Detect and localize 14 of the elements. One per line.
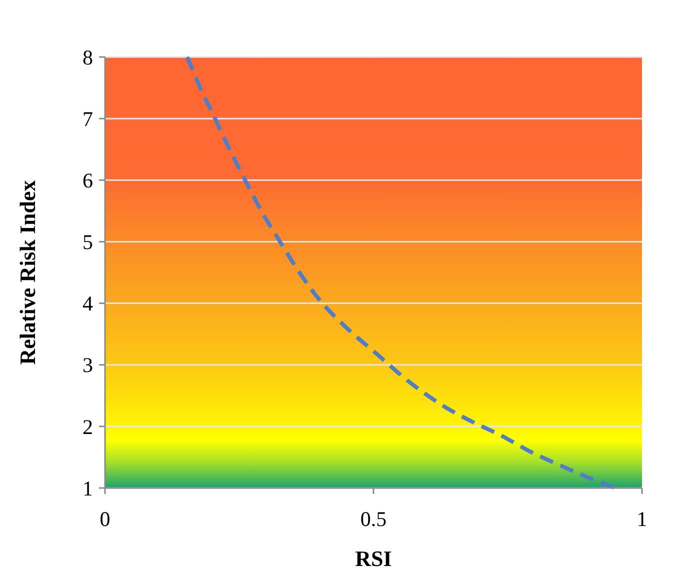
x-tick-label: 1 <box>636 507 648 531</box>
y-tick-label: 5 <box>82 230 93 254</box>
y-tick-label: 8 <box>82 45 93 70</box>
y-tick-label: 4 <box>82 292 94 316</box>
y-tick-label: 1 <box>82 476 93 500</box>
y-tick-label: 6 <box>82 168 93 192</box>
x-tick-label: 0.5 <box>360 507 387 531</box>
y-tick-label: 3 <box>82 353 93 378</box>
y-axis-title: Relative Risk Index <box>15 180 40 365</box>
y-tick-label: 7 <box>82 106 93 131</box>
line-series <box>185 55 618 490</box>
x-axis-title: RSI <box>355 546 392 571</box>
y-tick-label: 2 <box>82 414 93 439</box>
x-tick-label: 0 <box>100 507 110 531</box>
